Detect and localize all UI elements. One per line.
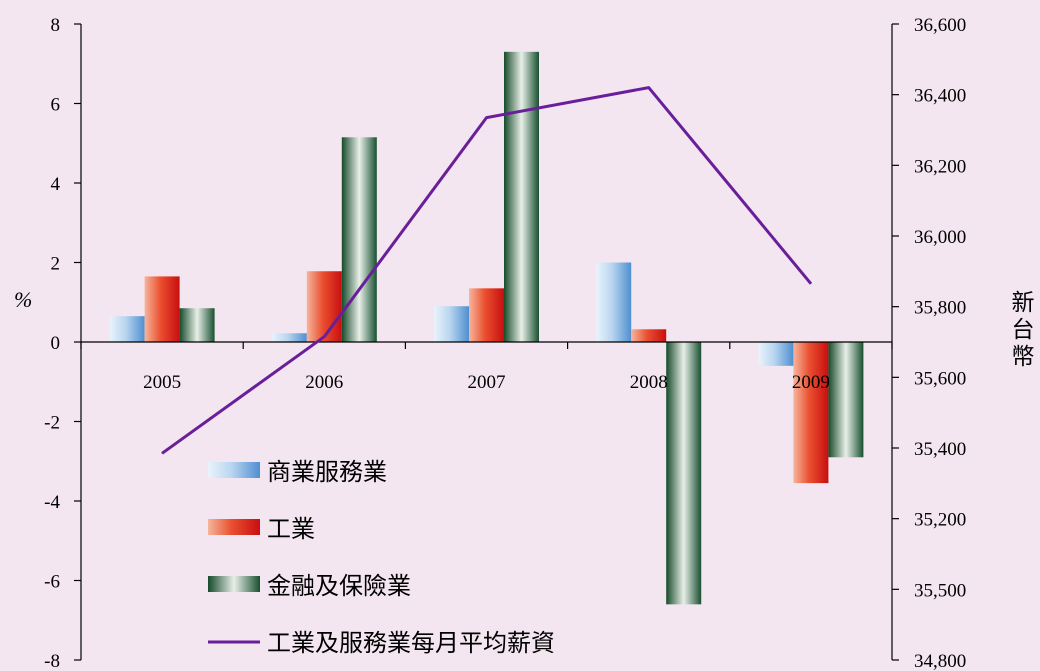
left-tick-label: 8 bbox=[51, 15, 61, 36]
legend-swatch bbox=[208, 576, 260, 592]
bar bbox=[631, 329, 667, 342]
right-tick-label: 36,600 bbox=[914, 15, 966, 36]
line-point bbox=[323, 336, 325, 338]
legend-label: 工業及服務業每月平均薪資 bbox=[267, 629, 555, 657]
left-tick-label: 6 bbox=[51, 95, 61, 116]
right-tick-label: 36,200 bbox=[914, 156, 966, 177]
left-tick-label: -8 bbox=[44, 651, 60, 671]
left-tick-label: 0 bbox=[51, 333, 61, 354]
right-tick-label: 35,600 bbox=[914, 368, 966, 389]
bar bbox=[341, 137, 377, 342]
bar bbox=[271, 333, 307, 342]
category-labels: 2005 2006 2007 2008 2009 bbox=[143, 372, 830, 393]
legend-label: 金融及保險業 bbox=[267, 572, 411, 600]
right-axis-title-char: 幣 bbox=[1012, 344, 1035, 370]
left-axis-title: % bbox=[14, 287, 32, 312]
category-label: 2006 bbox=[305, 372, 343, 393]
right-axis: 36,600 36,400 36,200 36,000 35,800 35,600 35,4… bbox=[891, 15, 966, 671]
left-tick-label: -2 bbox=[44, 413, 60, 434]
left-tick-label: -6 bbox=[44, 572, 60, 593]
bar bbox=[306, 271, 342, 342]
line-point bbox=[486, 117, 487, 119]
category-label: 2009 bbox=[792, 372, 830, 393]
series-line bbox=[161, 86, 813, 455]
right-tick-label: 35,500 bbox=[914, 580, 966, 601]
line-point bbox=[161, 452, 163, 454]
bar bbox=[828, 342, 864, 458]
category-label: 2007 bbox=[468, 372, 506, 393]
legend-label: 工業 bbox=[267, 515, 315, 543]
right-tick-label: 35,800 bbox=[914, 298, 966, 319]
legend-swatch bbox=[208, 462, 260, 478]
right-axis-title-char: 台 bbox=[1012, 317, 1035, 343]
right-tick-label: 34,800 bbox=[914, 651, 966, 671]
bar bbox=[793, 342, 829, 484]
bar bbox=[109, 316, 145, 342]
line-point bbox=[648, 87, 650, 89]
zero-baseline bbox=[80, 341, 893, 349]
category-label: 2005 bbox=[143, 372, 181, 393]
legend-swatch bbox=[208, 519, 260, 535]
category-label: 2008 bbox=[630, 372, 668, 393]
bar bbox=[434, 306, 469, 342]
right-tick-label: 35,200 bbox=[914, 510, 966, 531]
right-tick-label: 36,400 bbox=[914, 86, 966, 107]
line-point bbox=[810, 283, 812, 285]
right-axis-title: 新台幣 bbox=[1012, 290, 1035, 370]
bars bbox=[109, 51, 864, 605]
right-tick-label: 36,000 bbox=[914, 227, 966, 248]
salary-line bbox=[161, 86, 813, 455]
bar bbox=[666, 342, 702, 605]
left-tick-label: -4 bbox=[44, 492, 60, 513]
bar bbox=[758, 342, 794, 366]
bar bbox=[596, 262, 632, 342]
legend-label: 商業服務業 bbox=[267, 458, 387, 486]
left-tick-label: 4 bbox=[51, 174, 61, 195]
left-tick-label: 2 bbox=[51, 254, 61, 275]
right-axis-title-char: 新 bbox=[1012, 290, 1035, 316]
bar bbox=[504, 51, 539, 342]
left-axis: 8 6 4 2 0 -2 -4 -6 -8 bbox=[44, 15, 82, 671]
bar bbox=[144, 276, 180, 342]
right-tick-label: 35,400 bbox=[914, 439, 966, 460]
bar bbox=[179, 308, 215, 342]
bar bbox=[469, 288, 504, 342]
